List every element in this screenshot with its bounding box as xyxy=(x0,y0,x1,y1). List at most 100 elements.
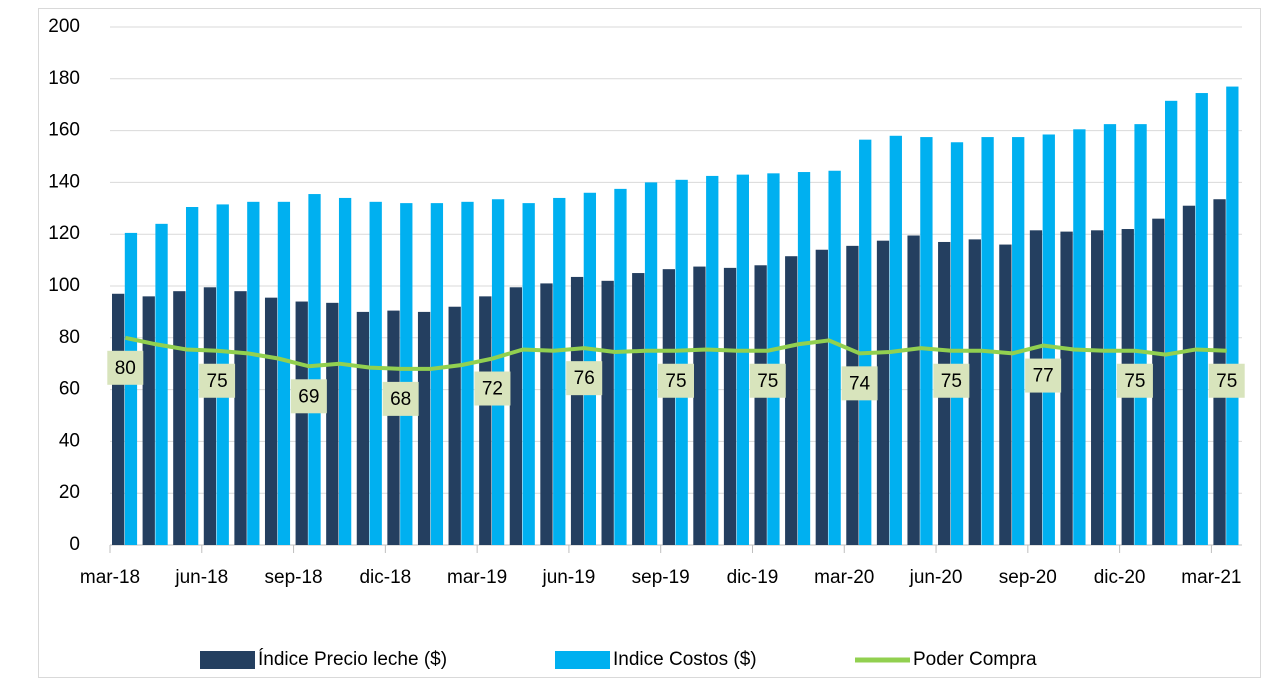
legend-label: Indice Costos ($) xyxy=(613,649,757,670)
data-label: 75 xyxy=(1124,371,1145,392)
x-tick-label: jun-20 xyxy=(909,567,963,588)
bar xyxy=(950,142,964,545)
bar xyxy=(448,306,461,545)
bar xyxy=(662,269,675,545)
bar xyxy=(1195,93,1208,546)
bar xyxy=(1134,124,1147,545)
legend-swatch xyxy=(555,651,610,669)
bar xyxy=(203,287,217,545)
data-label-box xyxy=(933,363,970,398)
y-tick-label: 100 xyxy=(48,275,80,296)
bar xyxy=(1091,230,1104,545)
data-label-box xyxy=(1025,358,1062,393)
line xyxy=(124,335,1227,371)
y-tick-label: 120 xyxy=(48,223,80,244)
bar xyxy=(326,302,339,545)
bar xyxy=(522,203,535,545)
y-tick-label: 20 xyxy=(59,482,80,503)
bar xyxy=(767,173,780,545)
x-tick-label: dic-20 xyxy=(1094,567,1146,588)
bar xyxy=(1042,134,1055,546)
bar xyxy=(876,240,890,546)
data-label: 75 xyxy=(207,371,228,392)
data-label-box xyxy=(658,363,694,398)
bar xyxy=(601,280,614,545)
data-label-box xyxy=(474,371,511,406)
data-label-box xyxy=(290,379,327,414)
data-label-box xyxy=(382,381,419,416)
bar xyxy=(1182,205,1196,545)
bar xyxy=(1226,86,1239,545)
data-label-box xyxy=(841,366,878,401)
bar xyxy=(614,188,627,545)
bar xyxy=(509,287,523,545)
data-label-box xyxy=(749,363,786,398)
x-tick-label: mar-21 xyxy=(1181,567,1241,588)
bar xyxy=(264,297,278,545)
data-label: 75 xyxy=(757,371,778,392)
x-tick-label: jun-19 xyxy=(542,567,596,588)
data-label: 68 xyxy=(390,389,411,410)
bar xyxy=(185,207,199,545)
data-label: 74 xyxy=(849,373,871,394)
bar xyxy=(920,137,933,545)
x-tick-label: dic-19 xyxy=(727,567,779,588)
bar xyxy=(400,203,413,545)
y-tick-label: 80 xyxy=(59,327,80,348)
bar xyxy=(417,311,431,545)
bar xyxy=(295,301,308,545)
x-tick-label: sep-18 xyxy=(265,567,323,588)
bar xyxy=(124,232,138,545)
bar xyxy=(479,296,492,545)
bar xyxy=(1073,129,1086,545)
bar xyxy=(308,194,321,545)
bar xyxy=(338,197,352,545)
x-tick-label: sep-20 xyxy=(999,567,1057,588)
data-label: 80 xyxy=(115,358,136,379)
bar xyxy=(1012,137,1025,545)
bar xyxy=(234,291,247,545)
data-label-box xyxy=(566,361,603,396)
bar xyxy=(797,172,811,546)
data-label-box xyxy=(1208,363,1245,398)
bar xyxy=(1060,231,1073,546)
bar xyxy=(754,265,767,545)
bar xyxy=(173,291,186,545)
x-tick-label: dic-18 xyxy=(359,567,411,588)
bar xyxy=(1165,100,1178,545)
y-tick-label: 200 xyxy=(48,16,80,37)
data-label: 69 xyxy=(298,386,319,407)
bar xyxy=(461,201,474,545)
bar xyxy=(706,175,719,546)
bar xyxy=(570,276,584,545)
data-label: 77 xyxy=(1033,366,1054,387)
bar xyxy=(1152,218,1165,545)
x-tick-label: mar-20 xyxy=(814,567,874,588)
bar xyxy=(889,135,902,545)
data-label-box xyxy=(1116,363,1153,398)
bar xyxy=(356,311,370,545)
bar xyxy=(968,239,981,545)
y-tick-label: 160 xyxy=(48,120,80,141)
bar xyxy=(632,273,645,545)
data-label-box xyxy=(199,363,236,398)
y-tick-label: 0 xyxy=(69,534,80,555)
bar xyxy=(553,197,566,545)
bar xyxy=(155,223,168,545)
bar xyxy=(981,137,994,545)
bar xyxy=(540,283,553,545)
y-tick-label: 140 xyxy=(48,171,80,192)
bar xyxy=(828,170,841,545)
y-tick-label: 180 xyxy=(48,68,80,89)
bar xyxy=(723,267,737,545)
bar xyxy=(112,293,125,545)
bar xyxy=(277,201,291,545)
bar xyxy=(369,201,382,545)
bar xyxy=(675,179,688,545)
data-label: 75 xyxy=(941,371,962,392)
data-label: 75 xyxy=(1216,371,1237,392)
bar xyxy=(999,244,1012,545)
x-tick-label: mar-18 xyxy=(80,567,140,588)
y-tick-label: 40 xyxy=(59,430,80,451)
